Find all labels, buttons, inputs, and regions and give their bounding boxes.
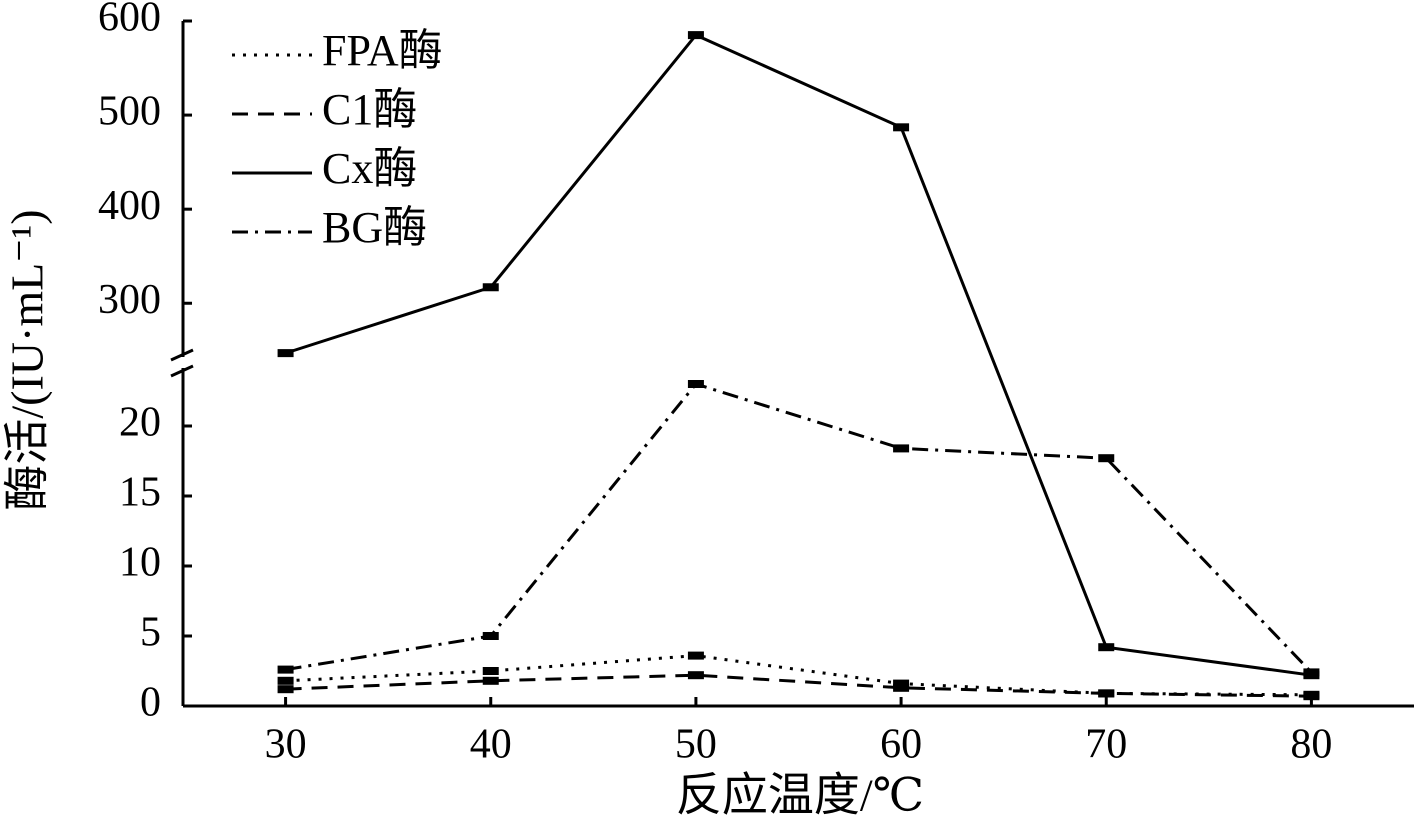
- axis-break: [170, 364, 194, 378]
- point-marker: [893, 444, 910, 453]
- x-tick-label: 40: [470, 722, 512, 768]
- x-tick-label: 30: [265, 722, 307, 768]
- x-tick-label: 70: [1085, 722, 1127, 768]
- point-marker: [687, 380, 704, 388]
- point-marker: [1098, 454, 1115, 463]
- point-marker: [277, 665, 294, 674]
- legend-label: BG酶: [322, 203, 427, 252]
- y-tick-label: 500: [98, 89, 161, 135]
- point-marker: [687, 651, 704, 660]
- point-marker: [277, 349, 294, 358]
- y-tick-label: 300: [98, 277, 161, 323]
- legend-label: FPA酶: [322, 26, 443, 75]
- legend-label: Cx酶: [322, 144, 417, 193]
- y-tick-label: 5: [140, 610, 161, 656]
- x-tick-label: 50: [675, 722, 717, 768]
- y-tick-label: 0: [140, 680, 161, 726]
- y-tick-label: 15: [119, 470, 161, 516]
- axis-break: [170, 348, 194, 362]
- legend-label: C1酶: [322, 85, 417, 134]
- point-marker: [687, 31, 704, 40]
- point-marker: [893, 683, 910, 692]
- y-tick-label: 10: [119, 540, 161, 586]
- series-line: [285, 654, 1312, 697]
- point-marker: [1098, 689, 1115, 698]
- y-tick-label: 400: [98, 183, 161, 229]
- y-tick-label: 600: [98, 0, 161, 41]
- series-line: [285, 673, 1312, 698]
- series-line: [285, 382, 1313, 674]
- point-marker: [893, 679, 910, 688]
- point-marker: [482, 283, 499, 292]
- point-marker: [482, 676, 499, 685]
- y-tick-label: 20: [119, 400, 161, 446]
- x-tick-label: 80: [1290, 722, 1332, 768]
- point-marker: [482, 667, 499, 675]
- x-axis-title: 反应温度/℃: [676, 770, 924, 821]
- point-marker: [687, 671, 704, 680]
- point-marker: [893, 123, 910, 132]
- x-tick-label: 60: [880, 722, 922, 768]
- y-axis-title: 酶活/(IU·mL⁻¹): [2, 209, 53, 510]
- point-marker: [277, 685, 294, 694]
- point-marker: [1098, 643, 1115, 652]
- point-marker: [482, 632, 499, 640]
- point-marker: [1303, 692, 1320, 701]
- series-line: [285, 33, 1312, 677]
- point-marker: [277, 676, 294, 685]
- point-marker: [1303, 668, 1320, 677]
